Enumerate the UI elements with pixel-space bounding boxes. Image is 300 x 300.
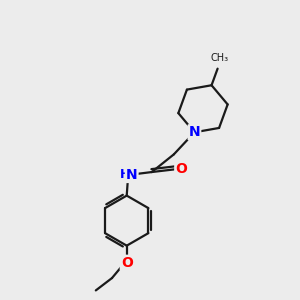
Text: N: N	[189, 125, 200, 139]
Text: CH₃: CH₃	[210, 53, 228, 63]
Text: N: N	[126, 168, 137, 182]
Text: H: H	[119, 169, 130, 182]
Text: O: O	[175, 162, 187, 176]
Text: O: O	[121, 256, 133, 270]
